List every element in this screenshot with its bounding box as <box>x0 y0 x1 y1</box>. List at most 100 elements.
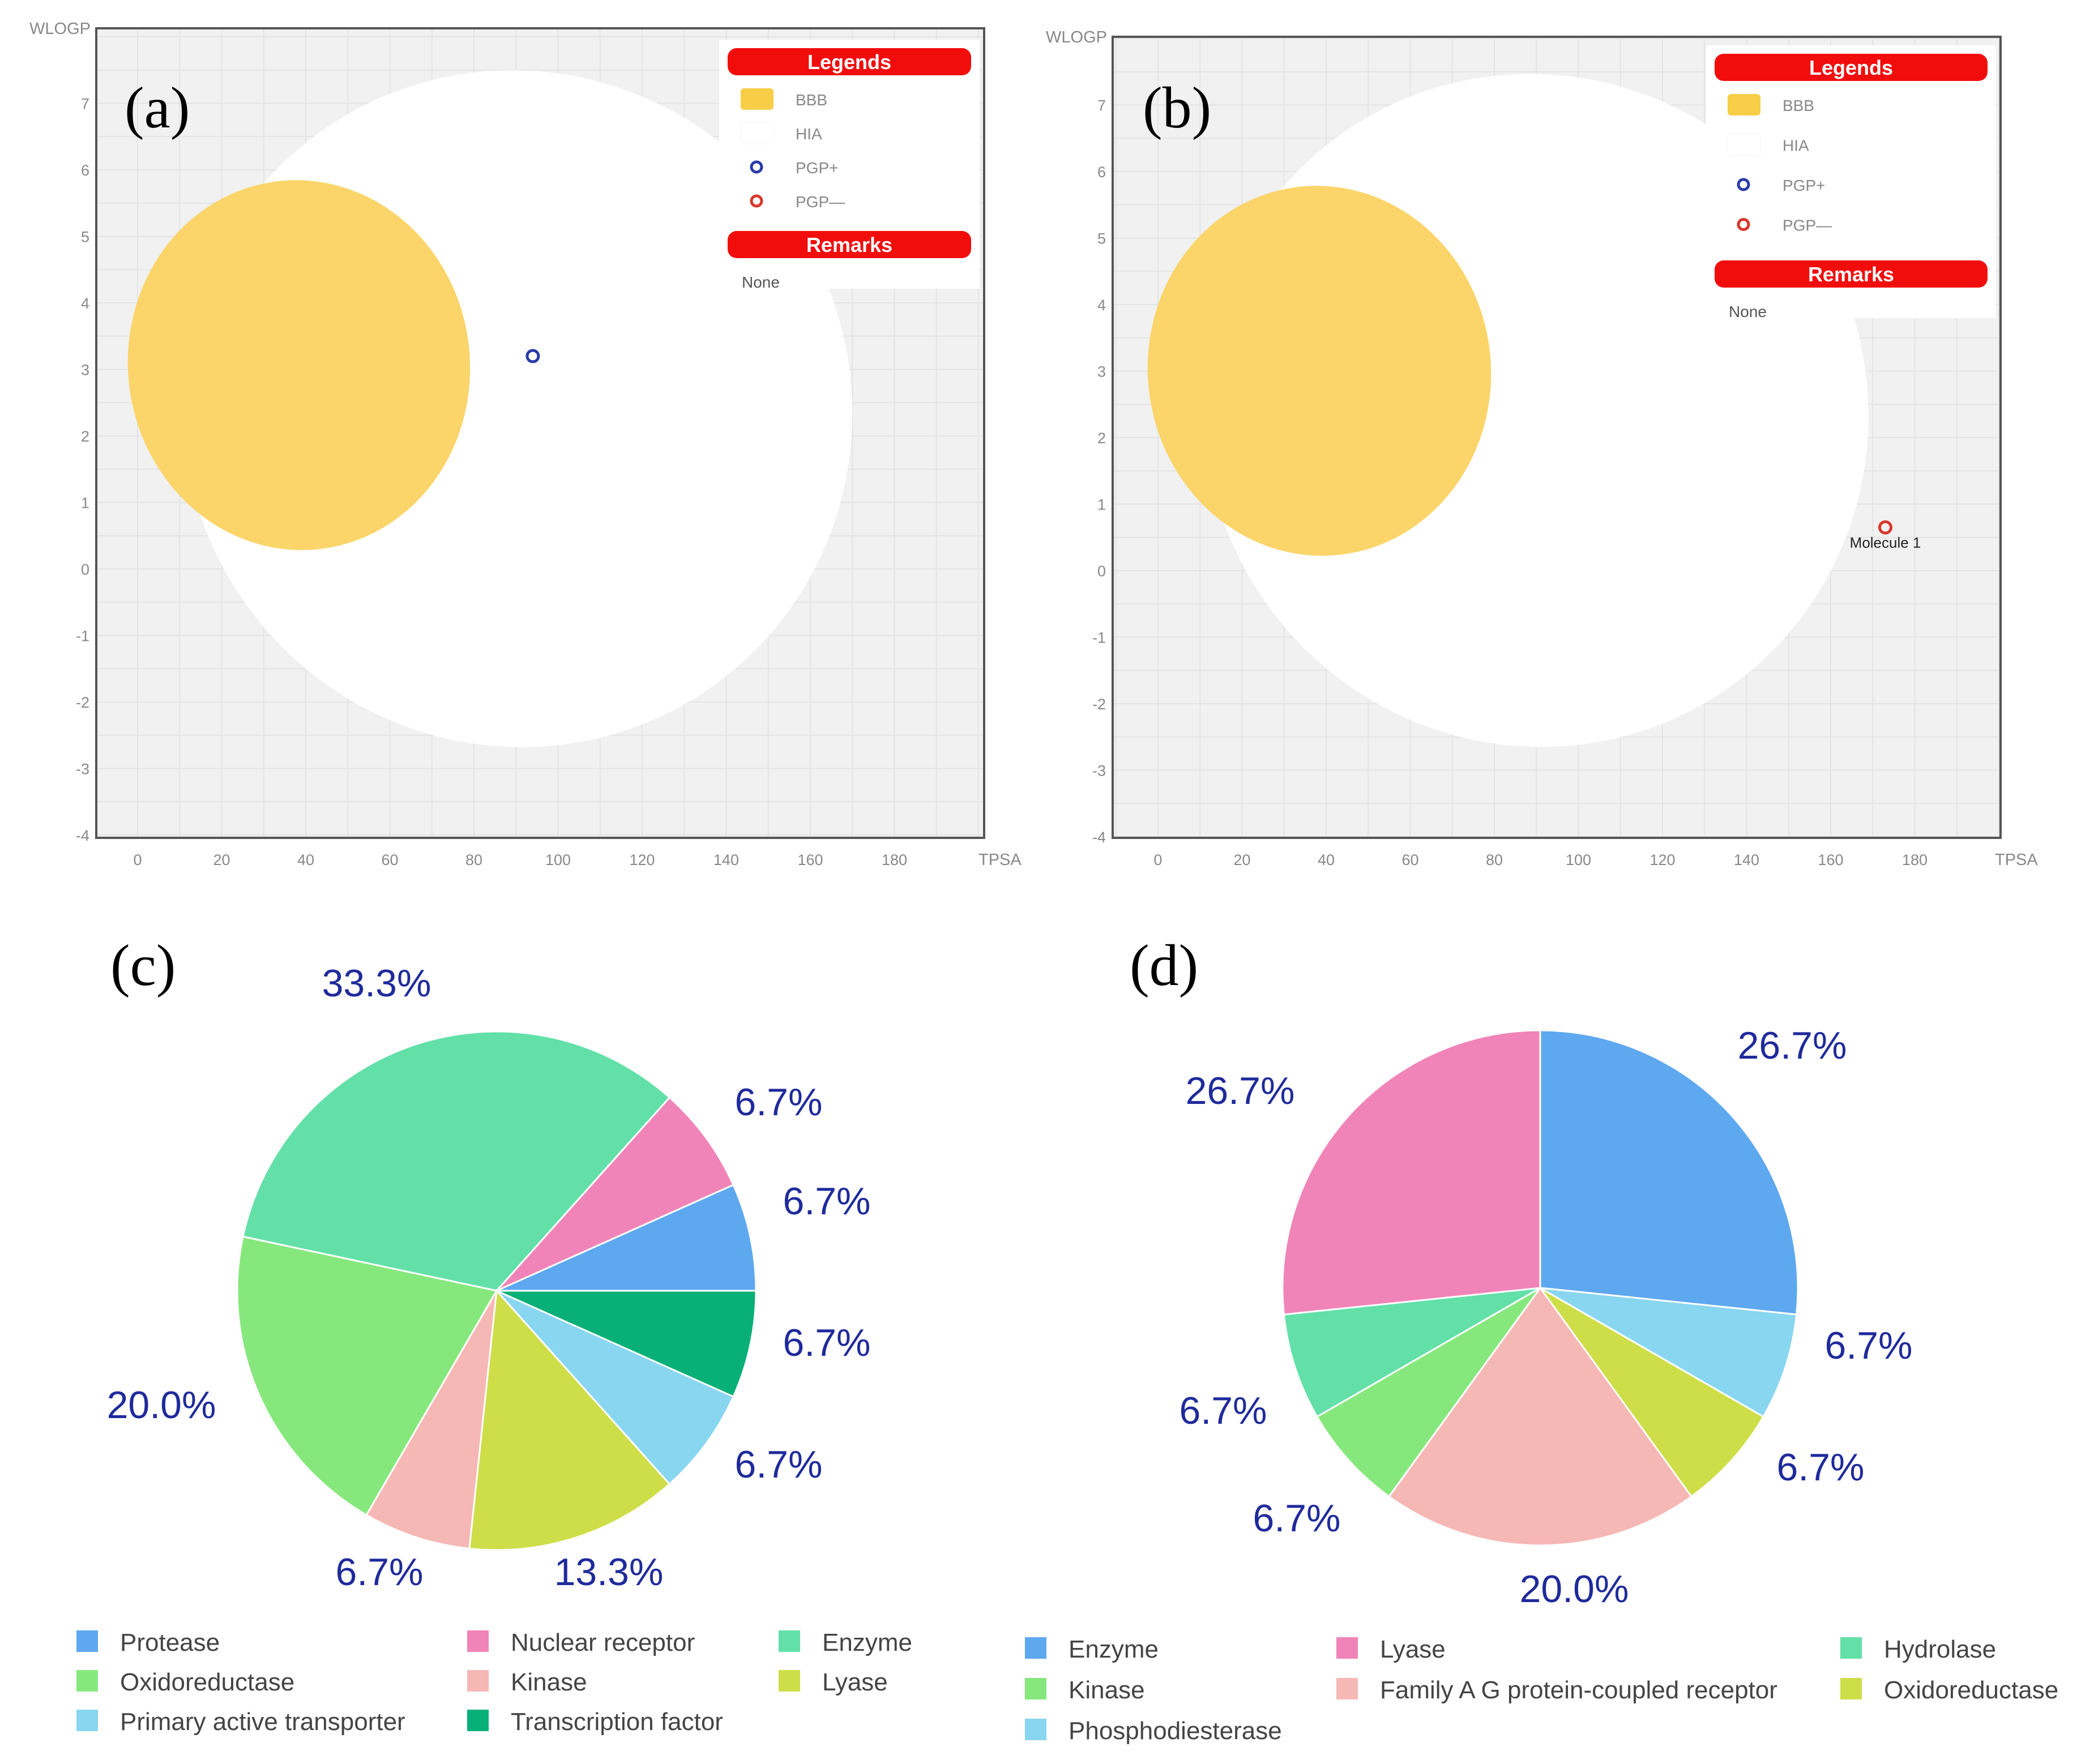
pie-slice-label: 26.7% <box>1738 1024 1847 1067</box>
pie-legend-label: Nuclear receptor <box>511 1629 695 1656</box>
pie-slice-label: 6.7% <box>735 1081 823 1124</box>
x-tick-label: 0 <box>1153 851 1162 868</box>
plot-frame <box>95 27 985 839</box>
pie-slice-label: 6.7% <box>1825 1324 1913 1367</box>
x-tick-label: 0 <box>133 851 142 868</box>
panel-label-a: (a) <box>125 75 190 140</box>
y-tick-label: 1 <box>81 495 89 512</box>
x-tick-label: 60 <box>1401 851 1418 868</box>
legend-marker <box>750 160 763 174</box>
x-tick-label: 180 <box>1902 851 1928 868</box>
y-tick-label: -2 <box>76 694 89 711</box>
x-tick-label: 120 <box>629 851 655 868</box>
y-tick-label: -1 <box>76 628 89 645</box>
legend-title-bar <box>1715 54 1988 81</box>
pie-legend-swatch <box>1336 1637 1358 1659</box>
pie-slice <box>1283 1287 1541 1418</box>
remarks-text: None <box>1729 303 1767 320</box>
remarks-title: Remarks <box>806 233 892 256</box>
legend-item-label: BBB <box>1783 97 1814 114</box>
data-point-label: Molecule 1 <box>1850 534 1921 551</box>
y-tick-label: -2 <box>1092 696 1106 713</box>
x-tick-label: 180 <box>882 851 907 868</box>
x-tick-label: 140 <box>1734 851 1759 868</box>
x-tick-label: 100 <box>1566 851 1591 868</box>
x-tick-label: 20 <box>213 851 230 868</box>
x-tick-label: 160 <box>797 851 823 868</box>
x-tick-label: 100 <box>545 851 571 868</box>
legend-item-label: PGP+ <box>796 159 838 177</box>
legend-item-label: HIA <box>796 125 822 143</box>
pie-slice <box>468 1288 671 1551</box>
x-tick-label: 80 <box>465 851 482 868</box>
y-tick-label: 2 <box>1097 430 1106 447</box>
pie-legend-swatch <box>1840 1637 1862 1659</box>
pie-slice-label: 6.7% <box>783 1321 871 1364</box>
pie-slice <box>1539 1287 1765 1498</box>
pie-legend-swatch <box>1336 1678 1358 1699</box>
legend-title: Legends <box>807 50 891 74</box>
remarks-title: Remarks <box>1808 263 1894 286</box>
x-tick-label: 40 <box>1318 851 1335 868</box>
pie-legend-swatch <box>467 1670 489 1692</box>
pie-legend-label: Enzyme <box>1069 1635 1159 1663</box>
y-tick-label: 1 <box>1097 496 1106 513</box>
pie-slice <box>496 1184 757 1292</box>
y-tick-label: 4 <box>81 295 89 312</box>
pie-legend-label: Phosphodiesterase <box>1069 1717 1282 1745</box>
pie-chart-d: 26.7% 6.7% 6.7% 20.0% 6.7% 6.7% 26.7% (d) Enzyme… <box>1025 933 2058 1745</box>
legend-swatch <box>741 88 773 110</box>
legend-marker <box>1737 178 1750 191</box>
pie-slice <box>1315 1287 1541 1498</box>
pie-legend-swatch <box>76 1670 98 1692</box>
pie-legend-label: Kinase <box>1069 1676 1145 1704</box>
panel-label-b: (b) <box>1143 75 1211 140</box>
y-tick-label: 3 <box>1097 363 1106 380</box>
pie-slice-label: 20.0% <box>107 1384 216 1427</box>
x-tick-label: 20 <box>1233 851 1250 868</box>
legend-item-label: PGP+ <box>1783 177 1825 194</box>
y-tick-label: 4 <box>1097 297 1106 314</box>
pie-legend-label: Family A G protein-coupled receptor <box>1380 1676 1777 1704</box>
legend-swatch <box>1728 94 1760 115</box>
y-tick-label: 2 <box>81 428 89 445</box>
legend-item-label: HIA <box>1783 137 1809 155</box>
pie-slice <box>236 1235 498 1517</box>
pie-slice <box>495 1290 735 1485</box>
remarks-text: None <box>742 273 780 291</box>
x-tick-label: 60 <box>381 851 398 868</box>
pie-slice-label: 33.3% <box>322 962 431 1005</box>
pie-slice-label: 20.0% <box>1520 1568 1629 1611</box>
pie-legend-label: Kinase <box>511 1668 587 1696</box>
pie-slice-label: 26.7% <box>1186 1069 1295 1112</box>
bbb-region <box>127 180 471 550</box>
legend-item-label: PGP— <box>1783 217 1832 234</box>
legend-item-label: BBB <box>796 91 827 109</box>
pie-slice <box>495 1096 735 1292</box>
legend-marker <box>750 194 763 208</box>
pie-slice <box>1281 1029 1541 1316</box>
pie-slice-label: 13.3% <box>554 1551 664 1594</box>
y-tick-label: 7 <box>1097 97 1106 114</box>
pie-legend-label: Oxidoreductase <box>1884 1676 2058 1704</box>
y-axis-label: WLOGP <box>1046 28 1107 46</box>
remarks-title-bar <box>1715 260 1988 288</box>
x-tick-label: 40 <box>297 851 314 868</box>
y-tick-label: 7 <box>81 96 89 113</box>
pie-slice-label: 6.7% <box>735 1443 823 1486</box>
pie-slice <box>242 1030 671 1292</box>
legend-swatch <box>1727 134 1761 156</box>
x-tick-label: 120 <box>1649 851 1675 868</box>
y-tick-label: -3 <box>76 761 89 778</box>
pie-legend-label: Enzyme <box>822 1629 912 1656</box>
pie-legend-label: Oxidoreductase <box>120 1668 294 1696</box>
scatter-chart-b: 0 20 40 60 80 100 120 140 160 180 -4 -3 -2 -1 0 1 2 3 4 5 6 7… <box>1046 28 2038 869</box>
y-tick-label: 0 <box>81 561 89 578</box>
pie-slice <box>1539 1029 1799 1316</box>
legend-marker <box>1737 218 1750 231</box>
scatter-chart-a: 0 20 40 60 80 100 120 140 160 180 -4 -3 -2 -1 0 1 2 3 4 5 6 7… <box>29 20 1022 869</box>
remarks-title-bar <box>728 231 971 258</box>
pie-slice <box>365 1290 498 1550</box>
y-tick-label: -3 <box>1092 763 1106 780</box>
